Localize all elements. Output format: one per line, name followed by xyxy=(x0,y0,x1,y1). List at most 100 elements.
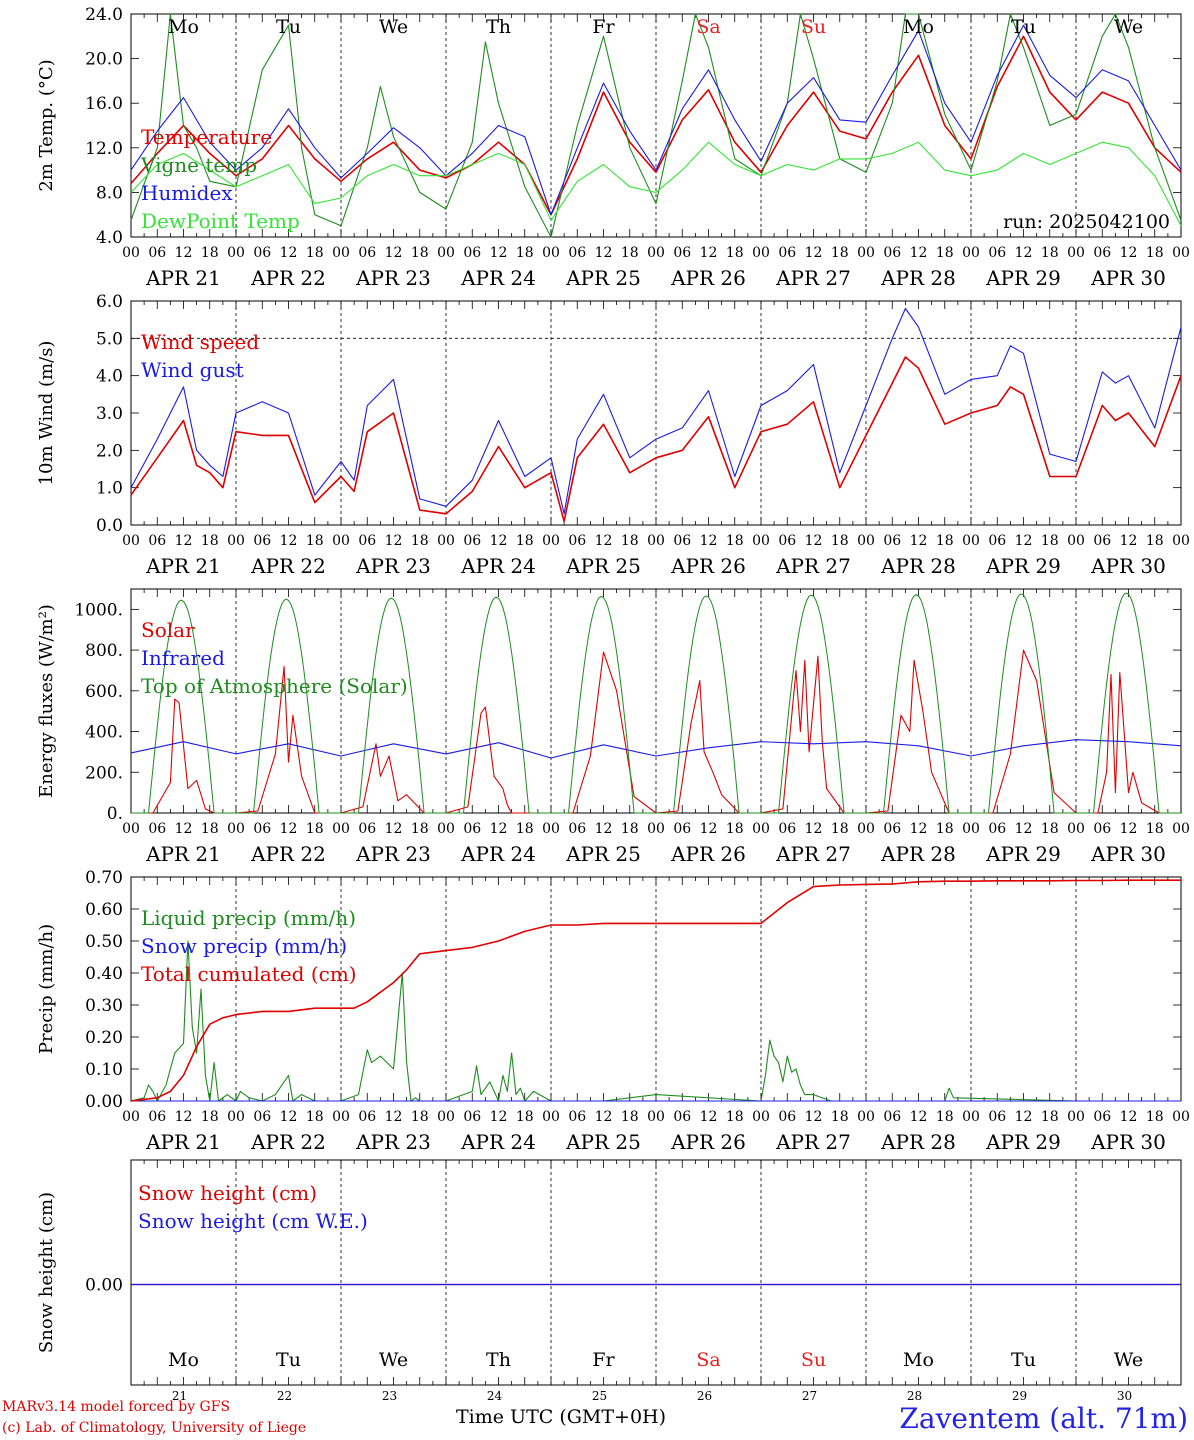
hour-tick-label: 12 xyxy=(280,533,298,549)
weekday-label: Su xyxy=(801,1349,826,1371)
hour-tick-label: 18 xyxy=(411,821,429,837)
hour-tick-label: 00 xyxy=(1172,533,1190,549)
weekday-label: We xyxy=(379,16,408,38)
infrared-line xyxy=(130,739,1182,759)
model-credit: MARv3.14 model forced by GFS xyxy=(2,1399,231,1415)
y-tick-label: 4.0 xyxy=(96,367,123,387)
date-label: APR 25 xyxy=(565,842,641,866)
y-tick-label: 3.0 xyxy=(96,404,123,424)
hour-tick-label: 12 xyxy=(805,533,823,549)
solar-line xyxy=(131,649,1181,814)
y-tick-label: 8.0 xyxy=(96,183,123,203)
y-tick-label: 200. xyxy=(85,763,123,783)
hour-tick-label: 12 xyxy=(805,245,823,261)
date-label: APR 26 xyxy=(670,1130,746,1154)
hour-tick-label: 12 xyxy=(490,821,508,837)
hour-tick-label: 18 xyxy=(831,1109,849,1125)
hour-tick-label: 00 xyxy=(122,1109,140,1125)
date-label: APR 24 xyxy=(460,842,536,866)
date-label: APR 27 xyxy=(775,554,851,578)
hour-tick-label: 12 xyxy=(595,821,613,837)
day-number-label: 30 xyxy=(1117,1389,1132,1400)
hour-tick-label: 12 xyxy=(910,821,928,837)
hour-tick-label: 00 xyxy=(752,245,770,261)
hour-tick-label: 12 xyxy=(1015,821,1033,837)
date-label: APR 28 xyxy=(880,1130,956,1154)
date-label: APR 21 xyxy=(145,842,221,866)
hour-tick-label: 12 xyxy=(805,1109,823,1125)
date-label: APR 23 xyxy=(355,554,431,578)
hour-tick-label: 00 xyxy=(752,821,770,837)
wind-gust-line xyxy=(130,307,1182,515)
legend-entry: Solar xyxy=(141,618,195,642)
hour-tick-label: 06 xyxy=(463,245,481,261)
hour-tick-label: 12 xyxy=(175,1109,193,1125)
hour-tick-label: 18 xyxy=(516,245,534,261)
hour-tick-label: 00 xyxy=(647,821,665,837)
hour-tick-label: 12 xyxy=(385,821,403,837)
hour-tick-label: 06 xyxy=(358,1109,376,1125)
legend-entry: Snow height (cm W.E.) xyxy=(138,1209,368,1233)
hour-tick-label: 06 xyxy=(883,1109,901,1125)
hour-tick-label: 18 xyxy=(1041,1109,1059,1125)
hour-tick-label: 00 xyxy=(962,245,980,261)
hour-tick-label: 12 xyxy=(385,245,403,261)
time-axis-label: Time UTC (GMT+0H) xyxy=(456,1406,667,1428)
y-axis-label: Energy fluxes (W/m²) xyxy=(36,604,57,798)
date-label: APR 28 xyxy=(880,842,956,866)
hour-tick-label: 00 xyxy=(542,245,560,261)
y-axis-label: 2m Temp. (°C) xyxy=(36,59,57,191)
hour-tick-label: 06 xyxy=(778,1109,796,1125)
y-tick-label: 0.60 xyxy=(85,900,123,920)
date-label: APR 23 xyxy=(355,266,431,290)
date-label: APR 29 xyxy=(985,1130,1061,1154)
hour-tick-label: 12 xyxy=(280,821,298,837)
hour-tick-label: 18 xyxy=(831,821,849,837)
hour-tick-label: 06 xyxy=(253,1109,271,1125)
hour-tick-label: 06 xyxy=(1093,1109,1111,1125)
weekday-label: Mo xyxy=(168,1349,199,1371)
hour-tick-label: 00 xyxy=(122,821,140,837)
weekday-label: Th xyxy=(486,16,511,38)
hour-tick-label: 12 xyxy=(595,533,613,549)
hour-tick-label: 00 xyxy=(1067,533,1085,549)
date-label: APR 28 xyxy=(880,266,956,290)
y-tick-label: 6.0 xyxy=(96,292,123,312)
legend-entry: Wind gust xyxy=(141,358,244,382)
hour-tick-label: 12 xyxy=(1120,1109,1138,1125)
weekday-label: Tu xyxy=(276,1349,301,1371)
legend-entry: Total cumulated (cm) xyxy=(141,962,357,986)
hour-tick-label: 06 xyxy=(253,245,271,261)
hour-tick-label: 00 xyxy=(1172,1109,1190,1125)
hour-tick-label: 00 xyxy=(647,1109,665,1125)
weekday-label: Sa xyxy=(696,16,720,38)
legend-entry: Infrared xyxy=(141,646,225,670)
date-label: APR 29 xyxy=(985,554,1061,578)
date-label: APR 25 xyxy=(565,266,641,290)
date-label: APR 26 xyxy=(670,266,746,290)
legend-entry: Liquid precip (mm/h) xyxy=(141,906,356,930)
hour-tick-label: 12 xyxy=(385,1109,403,1125)
hour-tick-label: 18 xyxy=(201,821,219,837)
y-tick-label: 1000. xyxy=(74,600,123,620)
y-tick-label: 600. xyxy=(85,682,123,702)
hour-tick-label: 18 xyxy=(936,1109,954,1125)
hour-tick-label: 18 xyxy=(516,533,534,549)
hour-tick-label: 06 xyxy=(148,245,166,261)
hour-tick-label: 18 xyxy=(1146,245,1164,261)
date-label: APR 25 xyxy=(565,554,641,578)
hour-tick-label: 00 xyxy=(542,533,560,549)
legend-entry: Snow height (cm) xyxy=(138,1181,317,1205)
date-label: APR 30 xyxy=(1090,1130,1166,1154)
weekday-label: Tu xyxy=(276,16,301,38)
y-tick-label: 0.30 xyxy=(85,996,123,1016)
date-label: APR 27 xyxy=(775,266,851,290)
hour-tick-label: 00 xyxy=(962,821,980,837)
legend-entry: Humidex xyxy=(141,181,233,205)
hour-tick-label: 00 xyxy=(437,821,455,837)
legend-entry: Snow precip (mm/h) xyxy=(141,934,347,958)
hour-tick-label: 18 xyxy=(1041,245,1059,261)
hour-tick-label: 06 xyxy=(988,533,1006,549)
weekday-label: We xyxy=(1114,16,1143,38)
hour-tick-label: 00 xyxy=(1172,245,1190,261)
